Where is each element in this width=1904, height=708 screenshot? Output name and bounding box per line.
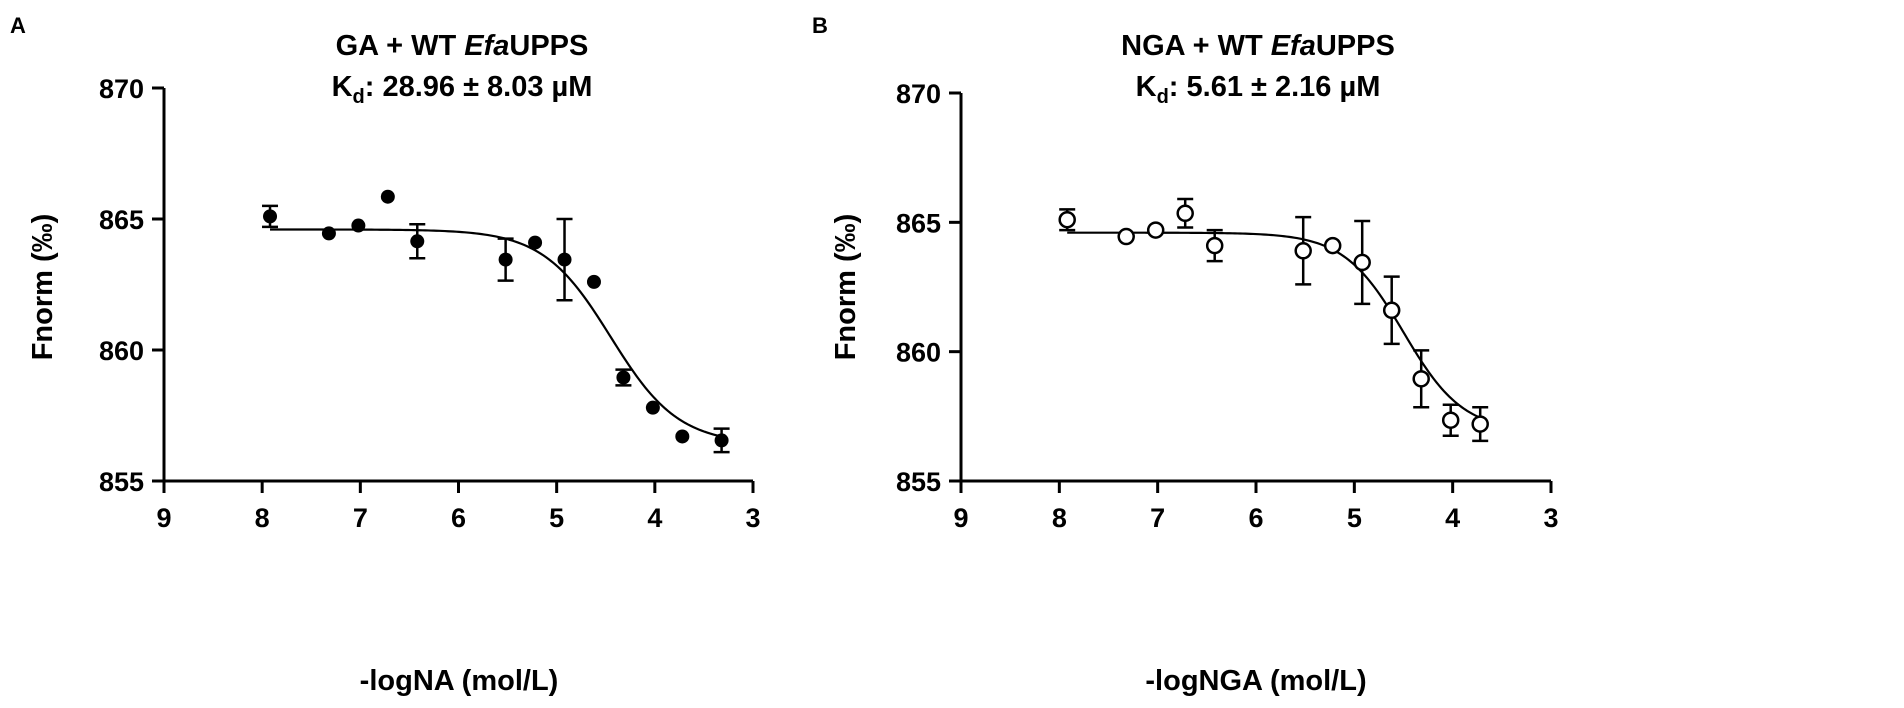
y-tick-label: 870	[896, 79, 941, 109]
x-tick-label: 8	[255, 503, 270, 533]
data-point	[1441, 411, 1460, 429]
data-point	[1353, 253, 1371, 272]
fit-curve	[1067, 231, 1481, 419]
x-tick-label: 5	[1347, 503, 1362, 533]
data-point	[1323, 236, 1342, 255]
panel-a-group: A GA + WT EfaUPPS Kd: 28.96 ± 8.03 µM 85…	[10, 13, 761, 697]
x-tick-label: 6	[451, 503, 466, 533]
data-point	[1117, 227, 1135, 246]
panel-a-kd-prefix: K	[332, 71, 353, 103]
x-tick-label: 9	[953, 503, 968, 533]
panel-a-title: GA + WT EfaUPPS	[336, 30, 589, 62]
panel-b-plot: 855 860 865 870 9 8 7 6 5 4 3	[896, 79, 1559, 533]
data-point	[1471, 415, 1489, 433]
data-point	[410, 234, 425, 249]
data-point	[586, 274, 601, 289]
y-tick-label: 865	[99, 205, 144, 235]
panel-a-kd-sub: d	[353, 86, 365, 108]
panel-a-title-italic: Efa	[464, 30, 509, 62]
panel-b-kd-sub: d	[1157, 86, 1169, 108]
panel-b-title-suffix: UPPS	[1316, 30, 1395, 62]
x-tick-label: 5	[549, 503, 564, 533]
panel-b-y-axis-label: Fnorm (‰)	[830, 214, 862, 361]
panel-b-title-italic: Efa	[1271, 30, 1316, 62]
data-point	[1058, 210, 1076, 229]
panel-a-title-prefix: GA + WT	[336, 30, 465, 62]
panel-b-letter: B	[812, 13, 828, 38]
data-point	[1382, 301, 1401, 320]
panel-b-kd-suffix: : 5.61 ± 2.16 µM	[1169, 71, 1381, 103]
x-tick-label: 3	[1543, 503, 1558, 533]
x-tick-label: 4	[1445, 503, 1460, 533]
x-tick-label: 8	[1052, 503, 1067, 533]
data-point	[528, 235, 543, 250]
data-point	[645, 400, 660, 415]
x-tick-label: 4	[647, 503, 662, 533]
panel-b-title-prefix: NGA + WT	[1121, 30, 1271, 62]
data-point	[351, 218, 366, 233]
panel-a-kd-suffix: : 28.96 ± 8.03 µM	[365, 71, 593, 103]
data-point	[321, 226, 336, 241]
y-tick-label: 855	[896, 467, 941, 497]
data-point	[1146, 221, 1165, 239]
panel-b-group: B NGA + WT EfaUPPS Kd: 5.61 ± 2.16 µM 85…	[812, 13, 1559, 697]
panel-a-y-axis-label: Fnorm (‰)	[27, 214, 59, 361]
panel-b-title: NGA + WT EfaUPPS	[1121, 30, 1395, 62]
data-point	[675, 429, 690, 444]
data-point	[557, 252, 572, 267]
x-tick-label: 7	[353, 503, 368, 533]
x-tick-label: 9	[156, 503, 171, 533]
y-tick-label: 860	[896, 338, 941, 368]
fit-curve	[270, 228, 722, 438]
data-point	[1412, 370, 1430, 388]
panel-a-plot: 855 860 865 870 9 8 7 6 5 4 3	[99, 74, 761, 533]
data-point	[498, 252, 513, 267]
data-point	[380, 189, 395, 204]
y-tick-label: 865	[896, 208, 941, 238]
y-tick-label: 860	[99, 336, 144, 366]
panel-b-kd-prefix: K	[1136, 71, 1157, 103]
panel-b-x-axis-label: -logNGA (mol/L)	[1145, 665, 1366, 697]
panel-a-letter: A	[10, 13, 26, 38]
panel-a-x-axis-label: -logNA (mol/L)	[360, 665, 559, 697]
y-tick-label: 870	[99, 74, 144, 104]
data-point	[714, 433, 729, 448]
data-point	[1176, 204, 1194, 223]
panel-a-kd: Kd: 28.96 ± 8.03 µM	[332, 71, 593, 108]
x-tick-label: 6	[1248, 503, 1263, 533]
y-tick-label: 855	[99, 467, 144, 497]
x-tick-label: 7	[1150, 503, 1165, 533]
panel-a-title-suffix: UPPS	[509, 30, 588, 62]
data-point	[1294, 242, 1312, 260]
data-point	[616, 370, 631, 385]
panel-b-kd: Kd: 5.61 ± 2.16 µM	[1136, 71, 1381, 108]
data-point	[1205, 236, 1224, 255]
x-tick-label: 3	[745, 503, 760, 533]
data-point	[263, 209, 278, 224]
